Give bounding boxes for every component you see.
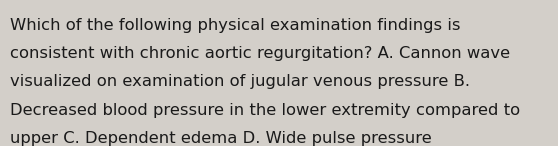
Text: consistent with chronic aortic regurgitation? A. Cannon wave: consistent with chronic aortic regurgita… [10, 46, 510, 61]
Text: upper C. Dependent edema D. Wide pulse pressure: upper C. Dependent edema D. Wide pulse p… [10, 131, 432, 146]
Text: Decreased blood pressure in the lower extremity compared to: Decreased blood pressure in the lower ex… [10, 103, 520, 118]
Text: visualized on examination of jugular venous pressure B.: visualized on examination of jugular ven… [10, 74, 470, 89]
Text: Which of the following physical examination findings is: Which of the following physical examinat… [10, 18, 460, 33]
